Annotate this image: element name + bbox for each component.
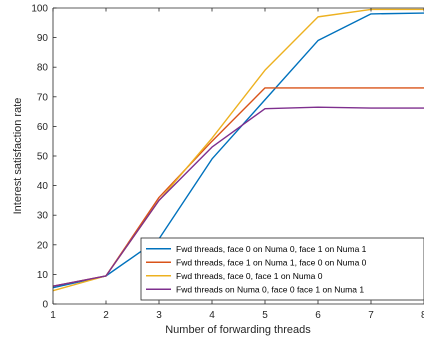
x-tick-label: 5 (262, 310, 268, 321)
y-tick-label: 70 (37, 92, 49, 103)
x-tick-label: 8 (421, 310, 424, 321)
x-axis-label: Number of forwarding threads (165, 324, 311, 336)
legend: Fwd threads, face 0 on Numa 0, face 1 on… (140, 237, 424, 301)
series-layer (52, 8, 424, 292)
y-tick-label: 40 (37, 181, 49, 192)
legend-entry-label: Fwd threads, face 0, face 1 on Numa 0 (176, 271, 323, 281)
legend-entry-label: Fwd threads, face 1 on Numa 1, face 0 on… (176, 257, 367, 267)
y-tick-label: 60 (37, 122, 49, 133)
series-line-1 (52, 12, 424, 289)
y-tick-label: 100 (31, 4, 48, 15)
y-tick-label: 30 (37, 211, 49, 222)
legend-entry-label: Fwd threads, face 0 on Numa 0, face 1 on… (176, 244, 367, 254)
legend-entry-label: Fwd threads on Numa 0, face 0 face 1 on … (176, 284, 364, 294)
y-axis-label: Interest satisfaction rate (12, 98, 24, 215)
series-line-4 (52, 106, 424, 287)
y-tick-label: 80 (37, 63, 49, 74)
x-tick-label: 1 (50, 310, 56, 321)
y-tick-label: 90 (37, 33, 49, 44)
x-tick-label: 2 (103, 310, 109, 321)
x-tick-label: 4 (209, 310, 215, 321)
y-tick-label: 10 (37, 270, 49, 281)
x-tick-label: 3 (156, 310, 162, 321)
y-tick-label: 50 (37, 152, 49, 163)
y-tick-label: 0 (42, 300, 48, 311)
x-tick-label: 7 (368, 310, 374, 321)
x-tick-label: 6 (315, 310, 321, 321)
legend-box (140, 237, 424, 301)
y-tick-label: 20 (37, 240, 49, 251)
